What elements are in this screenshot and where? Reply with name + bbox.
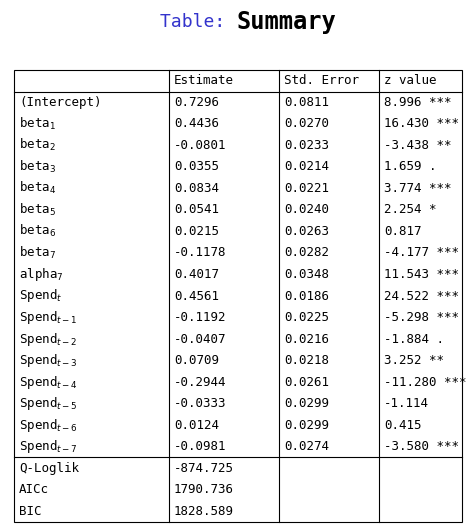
Text: -0.0981: -0.0981 [174,440,227,453]
Text: Summary: Summary [236,10,336,34]
Text: -0.0801: -0.0801 [174,139,227,152]
Text: -4.177 ***: -4.177 *** [384,246,459,260]
Text: 0.0225: 0.0225 [284,311,329,324]
Text: -874.725: -874.725 [174,462,234,475]
Text: Q-Loglik: Q-Loglik [19,462,79,475]
Text: 1.659 .: 1.659 . [384,161,437,173]
Text: Std. Error: Std. Error [284,74,359,87]
Text: -0.0333: -0.0333 [174,397,227,410]
Text: 0.0240: 0.0240 [284,204,329,216]
Text: Estimate: Estimate [174,74,234,87]
Text: $\mathtt{alpha}_{7}$: $\mathtt{alpha}_{7}$ [19,266,64,283]
Text: 3.252 **: 3.252 ** [384,354,444,367]
Text: $\mathtt{beta}_{3}$: $\mathtt{beta}_{3}$ [19,159,56,175]
Text: 0.0186: 0.0186 [284,289,329,303]
Text: 0.0355: 0.0355 [174,161,219,173]
Text: $\mathtt{beta}_{2}$: $\mathtt{beta}_{2}$ [19,137,56,153]
Text: 11.543 ***: 11.543 *** [384,268,459,281]
Text: AICc: AICc [19,483,49,496]
Text: $\mathtt{Spend}_{t-5}$: $\mathtt{Spend}_{t-5}$ [19,395,78,412]
Text: 0.0263: 0.0263 [284,225,329,238]
Text: $\mathtt{beta}_{5}$: $\mathtt{beta}_{5}$ [19,202,56,218]
Text: 0.0270: 0.0270 [284,117,329,130]
Text: 0.0834: 0.0834 [174,182,219,195]
Text: 0.0348: 0.0348 [284,268,329,281]
Text: 0.0215: 0.0215 [174,225,219,238]
Text: -0.1178: -0.1178 [174,246,227,260]
Text: $\mathtt{Spend}_{t-1}$: $\mathtt{Spend}_{t-1}$ [19,309,78,326]
Text: $\mathtt{Spend}_{t-2}$: $\mathtt{Spend}_{t-2}$ [19,331,77,348]
Text: z value: z value [384,74,437,87]
Text: 0.4561: 0.4561 [174,289,219,303]
Text: -0.0407: -0.0407 [174,332,227,346]
Text: 0.0811: 0.0811 [284,96,329,109]
Text: 0.0282: 0.0282 [284,246,329,260]
Text: -0.1192: -0.1192 [174,311,227,324]
Text: $\mathtt{Spend}_{t-7}$: $\mathtt{Spend}_{t-7}$ [19,438,78,455]
Text: $\mathtt{beta}_{7}$: $\mathtt{beta}_{7}$ [19,245,56,261]
Text: (Intercept): (Intercept) [19,96,101,109]
Text: $\mathtt{beta}_{1}$: $\mathtt{beta}_{1}$ [19,116,56,132]
Text: $\mathtt{Spend}_{t-3}$: $\mathtt{Spend}_{t-3}$ [19,352,78,369]
Text: 16.430 ***: 16.430 *** [384,117,459,130]
Text: 0.0299: 0.0299 [284,397,329,410]
Text: 0.0299: 0.0299 [284,419,329,431]
Text: 3.774 ***: 3.774 *** [384,182,452,195]
Text: 0.0541: 0.0541 [174,204,219,216]
Text: $\mathtt{Spend}_{t-6}$: $\mathtt{Spend}_{t-6}$ [19,417,78,434]
Text: $\mathtt{Spend}_{t}$: $\mathtt{Spend}_{t}$ [19,287,62,305]
Bar [14,70,462,522]
Text: 0.0216: 0.0216 [284,332,329,346]
Text: $\mathtt{Spend}_{t-4}$: $\mathtt{Spend}_{t-4}$ [19,374,78,391]
Text: 0.4436: 0.4436 [174,117,219,130]
Text: Table:: Table: [160,13,236,31]
Text: BIC: BIC [19,505,42,518]
Text: -11.280 ***: -11.280 *** [384,376,466,388]
Text: -0.2944: -0.2944 [174,376,227,388]
Text: 0.817: 0.817 [384,225,421,238]
Text: 0.0124: 0.0124 [174,419,219,431]
Text: 1828.589: 1828.589 [174,505,234,518]
Text: 0.0233: 0.0233 [284,139,329,152]
Text: 2.254 *: 2.254 * [384,204,437,216]
Text: 1790.736: 1790.736 [174,483,234,496]
Text: -1.114: -1.114 [384,397,429,410]
Text: $\mathtt{beta}_{6}$: $\mathtt{beta}_{6}$ [19,223,56,240]
Text: 0.7296: 0.7296 [174,96,219,109]
Text: 0.0221: 0.0221 [284,182,329,195]
Text: 0.415: 0.415 [384,419,421,431]
Text: -3.580 ***: -3.580 *** [384,440,459,453]
Text: -3.438 **: -3.438 ** [384,139,452,152]
Text: 0.0214: 0.0214 [284,161,329,173]
Text: 0.4017: 0.4017 [174,268,219,281]
Text: 8.996 ***: 8.996 *** [384,96,452,109]
Text: $\mathtt{beta}_{4}$: $\mathtt{beta}_{4}$ [19,180,56,197]
Text: -1.884 .: -1.884 . [384,332,444,346]
Text: 0.0274: 0.0274 [284,440,329,453]
Text: 24.522 ***: 24.522 *** [384,289,459,303]
Text: 0.0261: 0.0261 [284,376,329,388]
Text: -5.298 ***: -5.298 *** [384,311,459,324]
Text: 0.0709: 0.0709 [174,354,219,367]
Text: 0.0218: 0.0218 [284,354,329,367]
